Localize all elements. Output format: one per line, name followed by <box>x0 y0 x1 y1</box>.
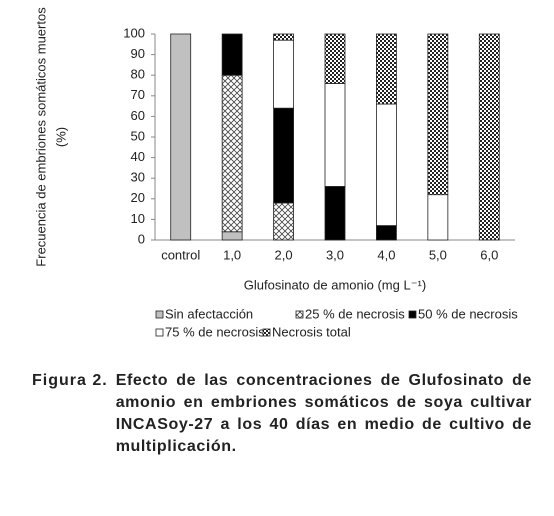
x-tick-label: 1,0 <box>223 247 241 262</box>
y-tick-label: 30 <box>131 170 145 185</box>
bar-segment <box>427 33 449 196</box>
x-tick-label: 5,0 <box>429 247 447 262</box>
y-tick-label: 40 <box>131 149 145 164</box>
legend-label: Sin afectacción <box>165 306 253 321</box>
y-axis-label: Frecuencia de embriones somáticos muerto… <box>33 7 48 267</box>
bar-segment <box>273 33 294 41</box>
legend-swatch <box>155 328 164 337</box>
y-tick-label: 20 <box>131 190 145 205</box>
legend-label: Necrosis total <box>272 324 351 339</box>
caption-label: Figura 2. <box>32 372 108 389</box>
chart: Frecuencia de embriones somáticos muerto… <box>33 7 518 340</box>
bar-segment <box>221 231 243 241</box>
bar-segment <box>427 194 449 241</box>
caption-text: Efecto de las concentraciones de Glufosi… <box>115 372 532 455</box>
bar-segment <box>376 33 397 105</box>
bar-segment <box>273 202 294 241</box>
y-tick-label: 90 <box>131 46 145 61</box>
legend-swatch <box>155 310 164 319</box>
y-axis-label: (%) <box>53 127 68 147</box>
legend-label: 25 % de necrosis <box>305 306 405 321</box>
x-tick-label: 6,0 <box>480 247 498 262</box>
bar-segment <box>324 83 346 187</box>
legend-label: 50 % de necrosis <box>418 306 518 321</box>
legend-swatch <box>262 328 271 337</box>
bar-segment <box>273 39 294 109</box>
bar-segment <box>376 225 397 241</box>
y-tick-label: 50 <box>131 128 145 143</box>
x-axis-label: Glufosinato de amonio (mg L⁻¹) <box>244 277 426 292</box>
bar-segment <box>324 33 346 84</box>
y-tick-label: 70 <box>131 87 145 102</box>
x-tick-label: 2,0 <box>275 247 293 262</box>
bar-segment <box>324 186 346 241</box>
y-tick-label: 80 <box>131 67 145 82</box>
caption: Figura 2. Efecto de las concentraciones … <box>32 370 532 458</box>
x-tick-label: 4,0 <box>377 247 395 262</box>
x-tick-label: 3,0 <box>326 247 344 262</box>
legend-swatch <box>408 310 417 319</box>
bar-segment <box>221 74 243 233</box>
y-tick-label: 100 <box>123 25 145 40</box>
y-tick-label: 0 <box>138 231 145 246</box>
bar-segment <box>376 103 397 226</box>
legend-swatch <box>295 310 304 319</box>
bar-segment <box>478 33 500 241</box>
bar-segment <box>221 33 243 76</box>
y-tick-label: 10 <box>131 211 145 226</box>
x-tick-label: control <box>161 247 200 262</box>
bar-segment <box>170 33 192 241</box>
y-tick-label: 60 <box>131 108 145 123</box>
legend-label: 75 % de necrosis <box>165 324 265 339</box>
bar-segment <box>273 107 294 204</box>
